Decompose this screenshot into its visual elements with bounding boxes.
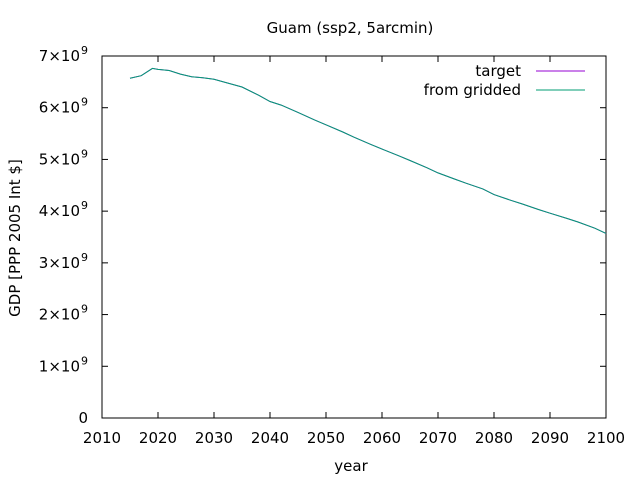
y-tick-label: 2×10 [39, 306, 80, 324]
x-tick-label: 2080 [475, 429, 513, 447]
x-tick-label: 2100 [587, 429, 625, 447]
series-line-from-gridded [129, 67, 607, 234]
y-tick-label: 6×10 [39, 99, 80, 117]
y-tick-exponent: 9 [81, 303, 88, 316]
x-tick-label: 2010 [83, 429, 121, 447]
x-tick-label: 2060 [363, 429, 401, 447]
legend-label: target [475, 62, 521, 80]
y-tick-label: 5×10 [39, 150, 80, 168]
x-tick-label: 2020 [139, 429, 177, 447]
y-tick-label: 0 [78, 409, 88, 427]
x-tick-label: 2030 [195, 429, 233, 447]
y-axis: 01×10 92×10 93×10 94×10 95×10 96×10 97×10 9 [39, 44, 606, 427]
x-axis-label: year [334, 457, 368, 475]
x-axis: 2010 2020 2030 2040 2050 2060 2070 2080 2090 2100 [83, 56, 625, 447]
series-lines [129, 67, 607, 234]
y-tick-label: 1×10 [39, 357, 80, 375]
x-tick-label: 2040 [251, 429, 289, 447]
y-tick-label: 3×10 [39, 254, 80, 272]
x-tick-label: 2090 [531, 429, 569, 447]
legend-label: from gridded [424, 81, 521, 99]
y-tick-exponent: 9 [81, 147, 88, 160]
y-axis-label: GDP [PPP 2005 Int $] [6, 159, 24, 317]
y-tick-label: 7×10 [39, 47, 80, 65]
x-tick-label: 2050 [307, 429, 345, 447]
y-tick-exponent: 9 [81, 199, 88, 212]
y-tick-exponent: 9 [81, 96, 88, 109]
y-tick-label: 4×10 [39, 202, 80, 220]
y-tick-exponent: 9 [81, 251, 88, 264]
plot-frame [101, 55, 607, 419]
y-tick-exponent: 9 [81, 354, 88, 367]
x-tick-label: 2070 [419, 429, 457, 447]
y-tick-exponent: 9 [81, 44, 88, 57]
chart-title: Guam (ssp2, 5arcmin) [267, 19, 434, 37]
